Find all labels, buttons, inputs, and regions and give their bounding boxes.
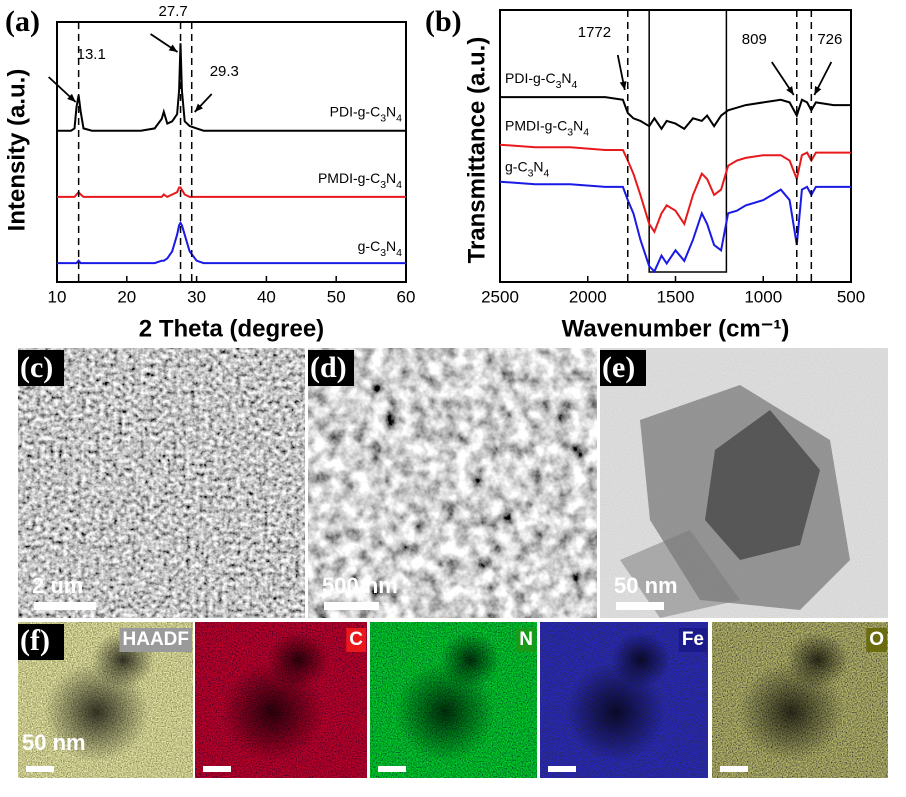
chart: (b) 2500 2000 1500 1000 500 Wavenumber (cm⁻¹) T… <box>425 5 865 342</box>
eds-tag: O <box>869 629 884 650</box>
series-label: PMDI-g-C3N4 <box>318 170 402 191</box>
x-tick-label: 30 <box>187 287 206 306</box>
eds-tag-bg <box>516 628 536 652</box>
x-tick-label: 40 <box>257 287 276 306</box>
scale-bar <box>203 766 231 772</box>
label-bg <box>308 350 354 386</box>
x-tick-label: 60 <box>397 287 416 306</box>
x-tick-label: 2500 <box>481 287 519 306</box>
x-tick-label: 1000 <box>744 287 782 306</box>
annotation-label: 1772 <box>578 24 611 41</box>
scale-bar <box>616 602 664 610</box>
scale-text: 50 nm <box>614 573 678 598</box>
label-bg <box>18 624 64 660</box>
eds-maps: HAADF C N Fe O (f) 50 nm <box>18 622 888 778</box>
dark-region <box>440 632 501 688</box>
annotation-label: 29.3 <box>210 63 239 80</box>
scale-bar <box>324 602 379 610</box>
chart: (a) 10 20 30 40 50 60 2 Theta (degree) Intensity… <box>3 3 415 342</box>
highlight-box <box>648 10 728 273</box>
scale-bar <box>378 766 406 772</box>
scale-text: 2 um <box>32 573 83 598</box>
scale-bar <box>26 766 54 772</box>
plot-frame <box>499 9 852 283</box>
label-bg <box>18 350 64 386</box>
eds-tag-bg <box>866 628 887 652</box>
scale-text: 500 nm <box>322 573 398 598</box>
scale-bar <box>548 766 576 772</box>
series-line <box>57 220 406 265</box>
micrograph-labels: (c) 2 um (d) 500 nm (e) 50 nm <box>18 350 678 610</box>
annotation-label: 809 <box>742 31 767 48</box>
eds-tag: HAADF <box>123 629 190 650</box>
x-axis-label: 2 Theta (degree) <box>139 315 324 342</box>
x-tick-label: 500 <box>837 287 865 306</box>
arrow-head <box>786 86 794 95</box>
annotation-label: 726 <box>817 31 842 48</box>
annotation-label: 27.7 <box>159 3 188 20</box>
scale-text: 50 nm <box>22 730 86 755</box>
eds-tag-bg <box>678 628 707 652</box>
x-tick-label: 20 <box>117 287 136 306</box>
series-line <box>57 186 406 199</box>
series-line <box>499 143 851 234</box>
sem-image-c <box>18 348 305 618</box>
panel-label: (f) <box>20 624 50 657</box>
tem-image-e <box>600 348 888 618</box>
eds-tag-bg <box>346 628 366 652</box>
arrow-head <box>814 86 822 95</box>
series-line <box>499 180 851 274</box>
y-axis-label: Intensity (a.u.) <box>3 69 30 232</box>
series-label: g-C3N4 <box>505 158 550 179</box>
x-tick-label: 50 <box>327 287 346 306</box>
dark-region <box>610 632 672 688</box>
y-axis-label: Transmittance (a.u.) <box>463 37 490 264</box>
sem-image-d <box>308 348 597 618</box>
panel-label: (e) <box>602 351 635 384</box>
eds-tag: C <box>349 629 363 650</box>
eds-tag: N <box>519 629 533 650</box>
arrow-head <box>67 93 76 102</box>
panel-label: (c) <box>20 351 53 384</box>
scale-bar <box>720 766 748 772</box>
series-label: g-C3N4 <box>358 238 403 259</box>
dark-region <box>785 632 850 688</box>
x-tick-label: 2000 <box>569 287 607 306</box>
x-tick-label: 1500 <box>657 287 695 306</box>
arrow-head <box>168 44 178 52</box>
arrow-head <box>619 81 627 90</box>
panel-label: (a) <box>5 5 40 38</box>
series-line <box>500 96 851 131</box>
label-bg <box>600 350 646 386</box>
plot-frame <box>56 21 407 283</box>
arrow-head <box>194 103 203 112</box>
scale-bar <box>34 602 96 610</box>
annotation-label: 13.1 <box>77 46 106 63</box>
panel-label: (b) <box>425 5 462 38</box>
dark-region <box>267 632 330 688</box>
series-label: PDI-g-C3N4 <box>330 103 403 124</box>
x-tick-label: 10 <box>48 287 67 306</box>
eds-tag: Fe <box>682 629 704 650</box>
series-label: PMDI-g-C3N4 <box>505 117 589 138</box>
eds-tag-bg <box>119 628 192 652</box>
x-axis-label: Wavenumber (cm⁻¹) <box>562 315 790 342</box>
series-label: PDI-g-C3N4 <box>505 70 578 91</box>
panel-label: (d) <box>310 351 347 384</box>
